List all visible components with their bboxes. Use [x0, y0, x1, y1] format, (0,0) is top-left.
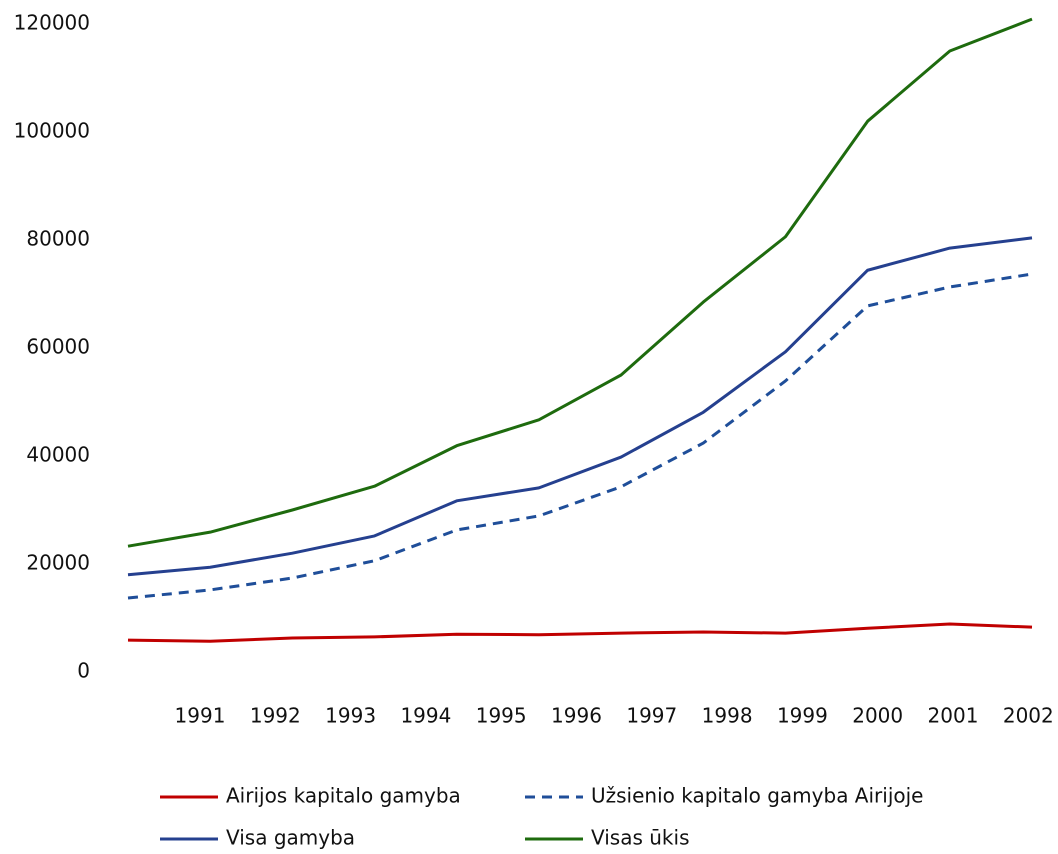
x-tick-label: 1993 [325, 704, 376, 728]
x-tick-label: 1998 [702, 704, 753, 728]
x-tick-label: 1999 [777, 704, 828, 728]
y-tick-label: 100000 [14, 119, 90, 143]
y-tick-label: 120000 [14, 11, 90, 35]
legend-label: Airijos kapitalo gamyba [226, 784, 461, 808]
y-tick-label: 20000 [26, 551, 90, 575]
legend-label: Visa gamyba [226, 826, 355, 850]
legend-label: Užsienio kapitalo gamyba Airijoje [591, 784, 923, 808]
y-tick-label: 40000 [26, 443, 90, 467]
series-line [127, 17, 1033, 548]
x-tick-label: 1996 [551, 704, 602, 728]
y-tick-label: 60000 [26, 335, 90, 359]
y-tick-label: 80000 [26, 227, 90, 251]
x-tick-label: 2002 [1003, 704, 1054, 728]
x-tick-label: 1994 [400, 704, 451, 728]
series-line [127, 622, 1033, 643]
series-line [127, 272, 1033, 600]
y-tick-label: 0 [77, 659, 90, 683]
x-tick-label: 1992 [250, 704, 301, 728]
legend-label: Visas ūkis [591, 826, 690, 850]
x-tick-label: 1991 [175, 704, 226, 728]
x-tick-label: 1997 [626, 704, 677, 728]
x-tick-label: 2000 [852, 704, 903, 728]
x-tick-label: 1995 [476, 704, 527, 728]
x-tick-label: 2001 [928, 704, 979, 728]
series-line [127, 236, 1033, 577]
